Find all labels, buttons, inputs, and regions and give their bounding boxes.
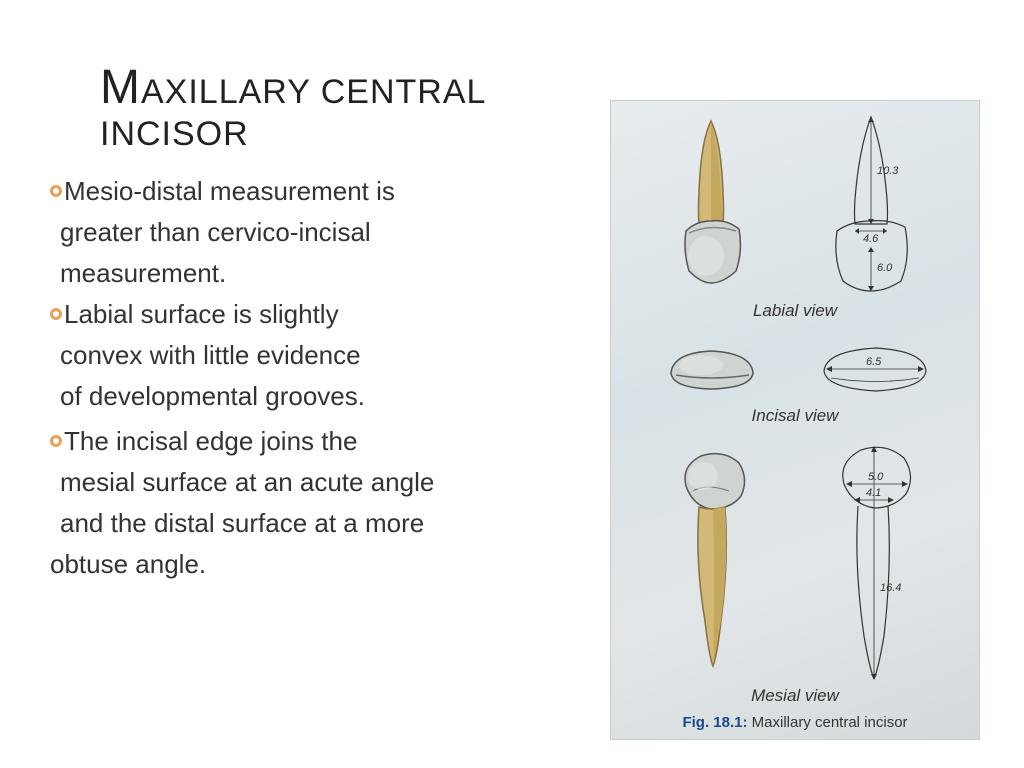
bullet-icon: [50, 308, 62, 320]
bullet-cont: greater than cervico-incisal: [50, 213, 600, 252]
bullet-cont: and the distal surface at a more: [50, 504, 600, 543]
slide-title: MAXILLARY CENTRAL INCISOR: [50, 60, 600, 154]
measurement-label: 10.3: [877, 165, 899, 177]
text-column: MAXILLARY CENTRAL INCISOR Mesio-distal m…: [0, 0, 610, 768]
bullet-list: Mesio-distal measurement is greater than…: [50, 172, 600, 584]
measurement-label: 6.5: [866, 356, 882, 368]
bullet-cont: measurement.: [50, 254, 600, 293]
bullet-cont: obtuse angle.: [50, 545, 600, 584]
bullet-icon: [50, 435, 62, 447]
title-rest: AXILLARY CENTRAL INCISOR: [100, 73, 485, 153]
view-label: Mesial view: [611, 686, 979, 706]
bullet-text: The incisal edge joins the: [64, 426, 357, 456]
figure-column: 10.3 4.6 6.0 Labial view: [610, 0, 1010, 768]
caption-text: Maxillary central incisor: [747, 714, 907, 731]
list-item: The incisal edge joins the: [50, 422, 600, 461]
measurement-label: 5.0: [868, 471, 884, 483]
incisal-shaded-icon: [651, 333, 771, 403]
figure-caption: Fig. 18.1: Maxillary central incisor: [611, 714, 979, 731]
incisal-diagram-icon: 6.5: [806, 333, 946, 403]
list-item: Mesio-distal measurement is: [50, 172, 600, 211]
measurement-label: 16.4: [880, 582, 901, 594]
bullet-cont: mesial surface at an acute angle: [50, 463, 600, 502]
bullet-icon: [50, 185, 62, 197]
tooth-figure: 10.3 4.6 6.0 Labial view: [610, 100, 980, 740]
view-label: Labial view: [611, 301, 979, 321]
measurement-label: 6.0: [877, 262, 893, 274]
mesial-diagram-icon: 5.0 4.1 16.4: [806, 436, 946, 686]
title-initial: M: [100, 61, 141, 114]
mesial-shaded-icon: [651, 441, 771, 681]
caption-bold: Fig. 18.1:: [682, 714, 747, 731]
view-label: Incisal view: [611, 406, 979, 426]
list-item: Labial surface is slightly: [50, 295, 600, 334]
labial-shaded-icon: [651, 111, 771, 291]
bullet-cont: convex with little evidence: [50, 336, 600, 375]
measurement-label: 4.6: [863, 233, 879, 245]
labial-diagram-icon: 10.3 4.6 6.0: [801, 109, 941, 299]
bullet-text: Mesio-distal measurement is: [64, 176, 395, 206]
bullet-text: Labial surface is slightly: [64, 299, 339, 329]
bullet-cont: of developmental grooves.: [50, 377, 600, 416]
